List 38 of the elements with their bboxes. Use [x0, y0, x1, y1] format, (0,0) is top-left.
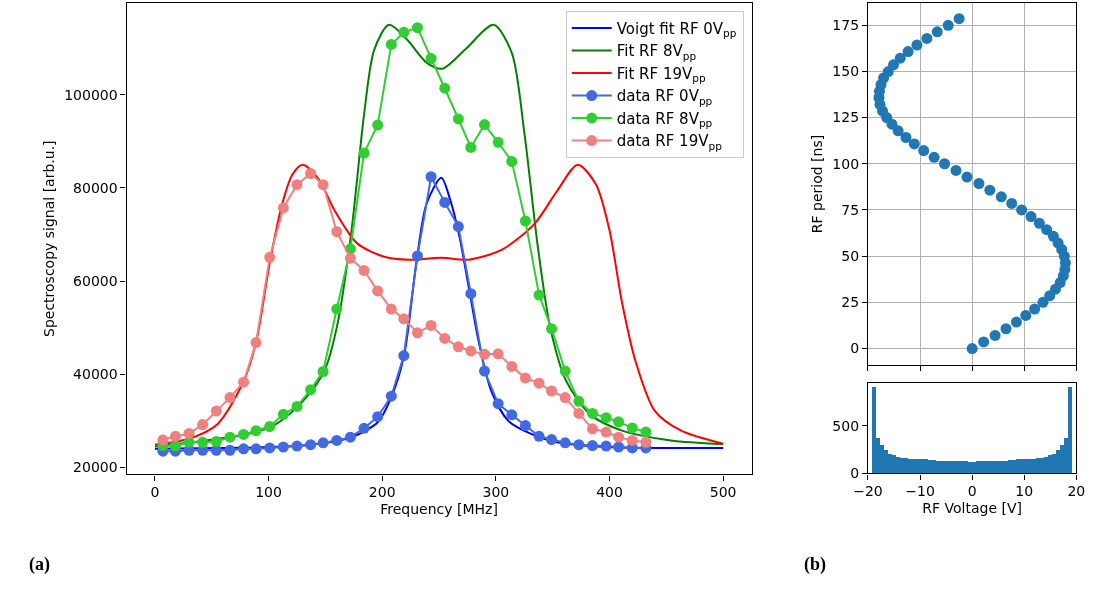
- x-tick-label: −10: [905, 483, 935, 500]
- y-tick-label: 75: [841, 201, 860, 218]
- legend-label: data RF 8V$_{pp}$: [616, 109, 713, 130]
- y-tick-label: 60000: [73, 273, 118, 290]
- x-tick-label: 400: [596, 484, 623, 501]
- y-axis-title: RF period [ns]: [808, 134, 825, 234]
- y-axis-title: Spectroscopy signal [arb.u.]: [40, 140, 57, 337]
- y-tick-label: 100000: [64, 86, 118, 103]
- x-axis-title: Frequency [MHz]: [380, 500, 498, 517]
- y-tick-label: 50: [841, 248, 860, 265]
- text: (a): [29, 554, 50, 575]
- text: (b): [804, 554, 826, 575]
- legend-label: data RF 19V$_{pp}$: [616, 132, 723, 152]
- x-tick-label: 0: [967, 483, 977, 500]
- x-tick-label: 20: [1067, 483, 1086, 500]
- legend-label: Voigt fit RF 0V$_{pp}$: [616, 19, 737, 40]
- x-tick-label: 100: [255, 484, 282, 501]
- x-tick-label: 10: [1015, 483, 1034, 500]
- y-tick-label: 175: [832, 17, 860, 34]
- y-tick-label: 40000: [73, 366, 118, 383]
- y-tick-label: 100: [832, 155, 860, 172]
- y-tick-label: 0: [850, 465, 860, 482]
- x-tick-label: 500: [709, 484, 737, 501]
- y-tick-label: 80000: [73, 179, 118, 196]
- y-tick-label: 20000: [73, 459, 118, 476]
- y-tick-label: 25: [841, 294, 860, 311]
- legend-label: Fit RF 8V$_{pp}$: [616, 42, 697, 62]
- y-tick-label: 0: [850, 340, 860, 357]
- x-tick-label: −20: [853, 483, 883, 500]
- x-tick-label: 200: [368, 484, 396, 501]
- x-tick-label: 300: [482, 484, 510, 501]
- y-tick-label: 125: [832, 109, 860, 126]
- y-tick-label: 500: [832, 417, 860, 434]
- legend-label: Fit RF 19V$_{pp}$: [616, 64, 706, 85]
- y-tick-label: 150: [832, 63, 860, 80]
- legend-label: data RF 0V$_{pp}$: [616, 87, 713, 107]
- x-tick-label: 0: [150, 484, 160, 501]
- x-axis-title: RF Voltage [V]: [922, 499, 1022, 516]
